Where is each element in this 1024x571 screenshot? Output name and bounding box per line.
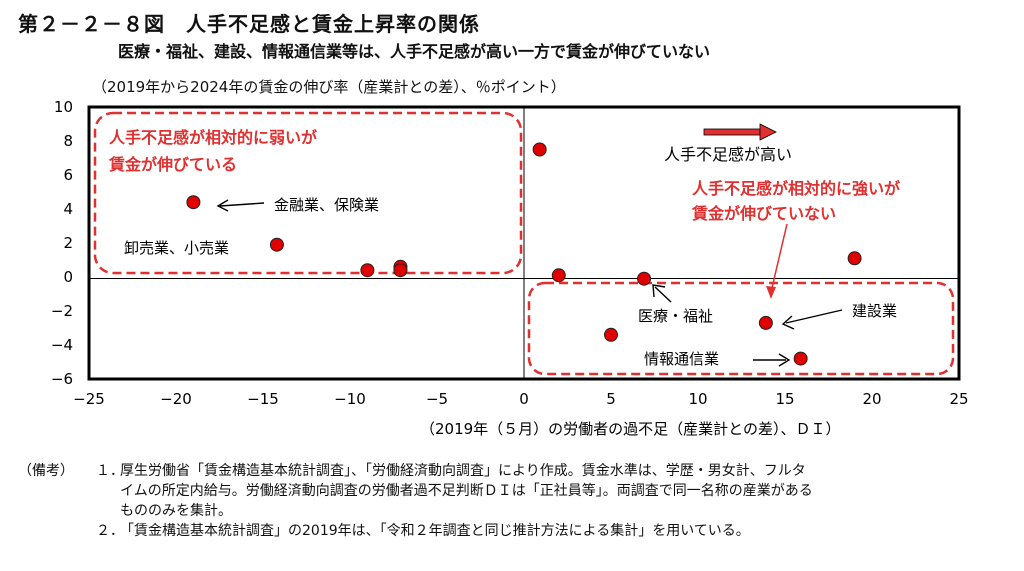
data-point xyxy=(186,195,201,210)
y-tick-label: −2 xyxy=(51,302,73,320)
data-point xyxy=(532,142,547,157)
x-tick-label: 15 xyxy=(775,390,794,408)
data-point xyxy=(551,268,566,283)
x-tick-label: −10 xyxy=(334,390,366,408)
y-tick-label: 10 xyxy=(54,98,73,116)
note-1-line-1: 厚生労働省「賃金構造基本統計調査」、「労働経済動向調査」により作成。賃金水準は、… xyxy=(120,463,806,479)
label-info: 情報通信業 xyxy=(644,350,719,368)
y-tick-label: 4 xyxy=(63,200,73,218)
label-construction: 建設業 xyxy=(852,302,897,320)
note-1-line-2: イムの所定内給与。労働経済動向調査の労働者過不足判断ＤＩは「正社員等」。両調査で… xyxy=(120,483,813,499)
x-tick-label: −25 xyxy=(73,390,105,408)
note-2-line-1: 「賃金構造基本統計調査」の2019年は、「令和２年調査と同じ推計方法による集計」… xyxy=(120,523,750,539)
red-pointer-line xyxy=(770,223,788,293)
box-right-text-2: 賃金が伸びていない xyxy=(691,204,836,223)
shortage-direction-arrow xyxy=(703,123,777,141)
y-axis-label: （2019年から2024年の賃金の伸び率（産業計との差）、％ポイント） xyxy=(92,78,566,96)
box-left-text-1: 人手不足感が相対的に弱いが xyxy=(109,128,317,147)
notes-head: （備考） xyxy=(18,463,74,479)
x-tick-label: 25 xyxy=(949,390,968,408)
data-point xyxy=(393,263,408,278)
red-pointer-head xyxy=(766,286,776,299)
lower-right-annotation-box xyxy=(527,281,955,376)
x-tick-label: 5 xyxy=(606,390,616,408)
data-point xyxy=(637,271,652,286)
label-wholesale: 卸売業、小売業 xyxy=(124,239,229,257)
y-tick-label: −4 xyxy=(51,336,73,354)
upper-left-annotation-box xyxy=(93,111,523,275)
note-1-line-3: もののみを集計。 xyxy=(120,503,232,519)
x-tick-label: 0 xyxy=(519,390,529,408)
y-tick-label: −6 xyxy=(51,370,73,388)
label-medical: 医療・福祉 xyxy=(638,307,713,325)
pointer-arrows xyxy=(216,199,843,367)
data-points xyxy=(186,142,862,366)
data-point xyxy=(847,251,862,266)
box-left-text-2: 賃金が伸びている xyxy=(108,155,237,174)
y-tick-label: 2 xyxy=(63,234,73,252)
note-2-number: ２． xyxy=(96,523,124,539)
x-tick-labels: −25 −20 −15 −10 −5 0 5 10 15 20 25 xyxy=(73,390,968,408)
x-tick-label: 20 xyxy=(862,390,881,408)
label-finance: 金融業、保険業 xyxy=(274,196,379,214)
box-right-text-1: 人手不足感が相対的に強いが xyxy=(692,179,900,198)
data-point xyxy=(269,237,284,252)
arrow-label: 人手不足感が高い xyxy=(664,145,792,164)
x-tick-label: −5 xyxy=(426,390,448,408)
chart-title: 第２－２－８図 人手不足感と賃金上昇率の関係 xyxy=(18,12,480,36)
data-point xyxy=(360,263,375,278)
x-tick-label: −20 xyxy=(160,390,192,408)
note-1-number: １． xyxy=(96,463,124,479)
y-tick-labels: 10 8 6 4 2 0 −2 −4 −6 xyxy=(51,98,73,388)
data-point xyxy=(793,351,808,366)
y-tick-label: 0 xyxy=(63,268,73,286)
notes: （備考） １． 厚生労働省「賃金構造基本統計調査」、「労働経済動向調査」により作… xyxy=(18,461,813,541)
data-point xyxy=(758,315,773,330)
y-tick-label: 6 xyxy=(63,166,73,184)
chart-subtitle: 医療・福祉、建設、情報通信業等は、人手不足感が高い一方で賃金が伸びていない xyxy=(118,42,711,61)
data-point xyxy=(604,327,618,342)
x-axis-label: （2019年（５月）の労働者の過不足（産業計との差）、ＤＩ） xyxy=(420,420,841,438)
y-tick-label: 8 xyxy=(63,132,73,150)
x-tick-label: −15 xyxy=(247,390,279,408)
x-tick-label: 10 xyxy=(688,390,707,408)
